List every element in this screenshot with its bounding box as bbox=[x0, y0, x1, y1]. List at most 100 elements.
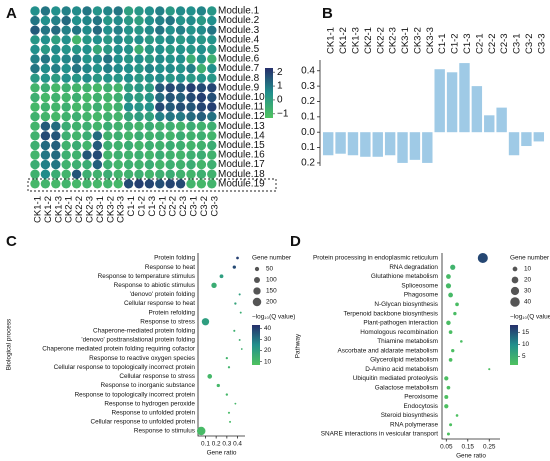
cell-dot bbox=[134, 35, 144, 45]
cell-dot bbox=[113, 63, 123, 74]
column-label: C2-3 bbox=[178, 196, 189, 217]
term-label: Glycerolipid metabolism bbox=[370, 357, 438, 364]
cell-dot bbox=[51, 54, 61, 64]
cell-dot bbox=[51, 44, 61, 55]
cell-dot bbox=[113, 25, 123, 35]
term-label: RNA polymerase bbox=[390, 421, 438, 428]
cell-dot bbox=[196, 63, 207, 74]
cell-dot bbox=[144, 111, 155, 122]
dot bbox=[446, 385, 451, 390]
dot bbox=[446, 320, 451, 326]
cell-dot bbox=[30, 15, 40, 26]
dot bbox=[211, 282, 217, 288]
cell-dot bbox=[207, 179, 217, 189]
cell-dot bbox=[196, 6, 207, 16]
cell-dot bbox=[40, 15, 51, 26]
cell-dot bbox=[165, 150, 175, 160]
y-tick-label: 0.3 bbox=[301, 81, 315, 92]
column-label: C3-1 bbox=[189, 196, 200, 217]
cell-dot bbox=[123, 25, 134, 35]
cell-dot bbox=[103, 159, 113, 170]
column-label: CK3-1 bbox=[95, 196, 106, 223]
cell-dot bbox=[186, 35, 196, 45]
cell-dot bbox=[144, 150, 155, 160]
cell-dot bbox=[155, 111, 165, 122]
cell-dot bbox=[186, 121, 196, 131]
cell-dot bbox=[40, 140, 51, 151]
cell-dot bbox=[92, 83, 103, 93]
cell-dot bbox=[207, 63, 217, 74]
cell-dot bbox=[175, 83, 186, 93]
cell-dot bbox=[207, 83, 217, 93]
column-label: CK1-1 bbox=[33, 196, 44, 223]
cell-dot bbox=[71, 179, 82, 189]
cell-dot bbox=[196, 35, 207, 45]
term-label: Cellular response to topologically incor… bbox=[54, 364, 196, 371]
cell-dot bbox=[30, 159, 40, 170]
column-label: CK3-3 bbox=[116, 196, 127, 223]
dot bbox=[448, 292, 453, 298]
cell-dot bbox=[155, 83, 165, 93]
cell-dot bbox=[165, 73, 175, 83]
term-label: Response to unfolded protein bbox=[112, 409, 196, 416]
cell-dot bbox=[92, 179, 103, 189]
cell-dot bbox=[134, 63, 144, 74]
bar bbox=[434, 69, 445, 133]
cell-dot bbox=[82, 131, 92, 141]
cell-dot bbox=[175, 6, 186, 16]
bar bbox=[521, 132, 532, 147]
column-label: CK3-2 bbox=[105, 196, 116, 223]
size-legend-title: Gene number bbox=[510, 255, 550, 262]
cell-dot bbox=[92, 150, 103, 160]
cell-dot bbox=[82, 35, 92, 45]
cell-dot bbox=[165, 44, 175, 55]
bar bbox=[484, 115, 495, 133]
cell-dot bbox=[51, 102, 61, 112]
dot bbox=[225, 357, 228, 360]
cell-dot bbox=[103, 169, 113, 179]
cell-dot bbox=[134, 159, 144, 170]
colorbar-tick-label: 15 bbox=[522, 329, 530, 336]
term-label: Galactose metabolism bbox=[375, 384, 438, 391]
term-label: Chaperone mediated protein folding requi… bbox=[42, 346, 196, 353]
x-tick-label: 0.25 bbox=[483, 444, 496, 451]
dot bbox=[449, 423, 453, 427]
cell-dot bbox=[82, 63, 92, 74]
cell-dot bbox=[207, 140, 217, 151]
dot bbox=[477, 252, 488, 264]
cell-dot bbox=[61, 73, 71, 83]
cell-dot bbox=[113, 15, 123, 26]
cell-dot bbox=[92, 92, 103, 103]
cell-dot bbox=[186, 131, 196, 141]
cell-dot bbox=[144, 15, 155, 26]
cell-dot bbox=[155, 179, 165, 189]
cell-dot bbox=[134, 140, 144, 151]
cell-dot bbox=[186, 92, 196, 103]
cell-dot bbox=[186, 25, 196, 35]
cell-dot bbox=[61, 44, 71, 55]
cell-dot bbox=[82, 169, 92, 179]
column-label: C1-1 bbox=[126, 196, 137, 217]
term-label: Response to inorganic substance bbox=[101, 382, 196, 389]
cell-dot bbox=[92, 15, 103, 26]
cell-dot bbox=[82, 92, 92, 103]
colorbar-tick-label: 40 bbox=[264, 325, 272, 332]
row-label: Module.4 bbox=[218, 34, 260, 45]
term-label: D-Amino acid metabolism bbox=[365, 366, 438, 373]
term-label: Ascorbate and aldarate metabolism bbox=[337, 347, 438, 354]
cell-dot bbox=[51, 121, 61, 131]
cell-dot bbox=[103, 44, 113, 55]
row-label: Module.12 bbox=[218, 111, 265, 122]
term-label: Response to topologically incorrect prot… bbox=[75, 391, 196, 398]
cell-dot bbox=[134, 25, 144, 35]
cell-dot bbox=[207, 131, 217, 141]
cell-dot bbox=[175, 102, 186, 112]
cell-dot bbox=[30, 179, 40, 189]
x-tick-label: 0.05 bbox=[440, 444, 453, 451]
x-tick-label: CK2-2 bbox=[375, 27, 386, 54]
cell-dot bbox=[71, 150, 82, 160]
cell-dot bbox=[61, 83, 71, 93]
cell-dot bbox=[113, 179, 123, 189]
colorbar bbox=[252, 325, 260, 365]
cell-dot bbox=[82, 121, 92, 131]
